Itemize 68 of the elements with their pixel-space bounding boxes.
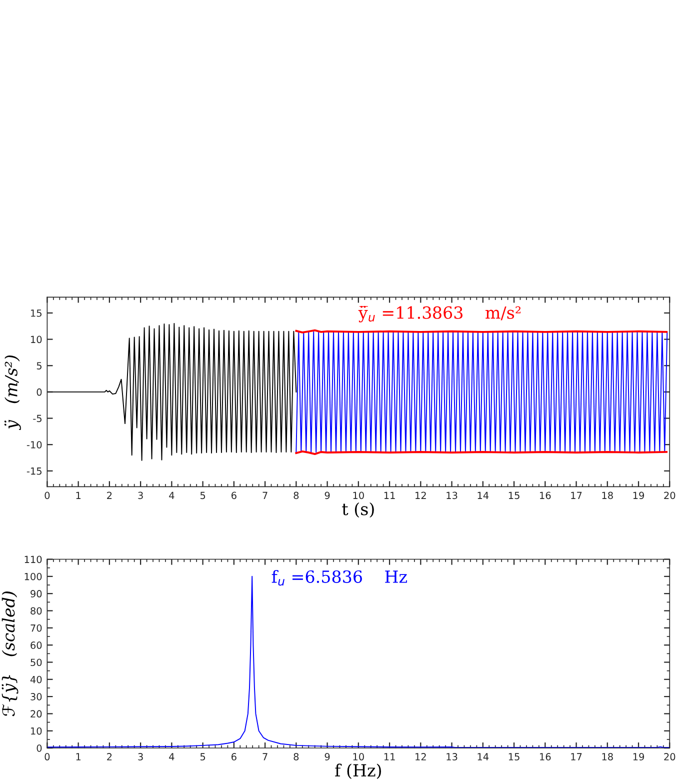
x-tick-label: 5 xyxy=(200,492,206,500)
annotation: f$_{u}$ =6.5836 Hz xyxy=(272,570,407,586)
y-tick-label: -5 xyxy=(33,414,42,422)
x-axis-title: f (Hz) xyxy=(335,764,381,779)
x-tick-label: 12 xyxy=(416,753,426,760)
y-axis-title: ÿ (m/s²) xyxy=(4,356,21,430)
x-tick-label: 14 xyxy=(478,753,489,760)
x-tick-label: 6 xyxy=(232,492,236,500)
x-tick-label: 9 xyxy=(324,492,330,500)
x-tick-label: 8 xyxy=(294,753,299,760)
x-tick-label: 3 xyxy=(138,753,143,760)
x-tick-label: 2 xyxy=(107,492,112,499)
x-tick-label: 0 xyxy=(44,492,50,500)
x-tick-label: 19 xyxy=(633,753,644,760)
x-tick-label: 16 xyxy=(540,492,551,500)
x-tick-label: 15 xyxy=(508,492,520,500)
x-axis-title: t (s) xyxy=(342,502,374,518)
x-tick-label: 10 xyxy=(353,492,364,500)
x-tick-label: 14 xyxy=(478,492,489,499)
x-tick-label: 6 xyxy=(232,753,236,760)
x-tick-label: 4 xyxy=(169,753,174,760)
y-tick-label: 30 xyxy=(30,693,42,700)
x-tick-label: 12 xyxy=(416,492,426,499)
x-tick-label: 3 xyxy=(138,492,143,500)
x-tick-label: 5 xyxy=(200,753,206,760)
x-tick-label: 13 xyxy=(446,753,458,760)
x-tick-label: 20 xyxy=(664,492,676,500)
x-tick-label: 1 xyxy=(76,492,81,499)
y-tick-label: 40 xyxy=(30,676,42,684)
x-tick-label: 11 xyxy=(384,492,395,499)
y-tick-label: 10 xyxy=(31,336,42,344)
x-tick-label: 7 xyxy=(262,492,268,499)
x-tick-label: 16 xyxy=(540,753,551,760)
y-tick-label: 10 xyxy=(31,727,42,735)
y-tick-label: -10 xyxy=(26,441,42,448)
x-tick-label: 17 xyxy=(571,753,582,760)
line-series xyxy=(47,323,297,461)
y-tick-label: 50 xyxy=(30,658,42,666)
x-tick-label: 0 xyxy=(44,753,50,760)
x-tick-label: 7 xyxy=(262,753,268,760)
x-tick-label: 1 xyxy=(76,753,81,760)
x-tick-label: 2 xyxy=(107,753,112,760)
y-tick-label: 90 xyxy=(30,590,42,598)
x-tick-label: 4 xyxy=(169,492,174,499)
y-tick-label: 20 xyxy=(30,710,42,718)
x-tick-label: 11 xyxy=(384,753,395,760)
x-tick-label: 18 xyxy=(602,753,613,760)
x-tick-label: 13 xyxy=(446,492,458,500)
y-tick-label: -15 xyxy=(26,468,42,475)
x-tick-label: 19 xyxy=(633,492,644,500)
x-tick-label: 20 xyxy=(664,753,676,760)
y-tick-label: 60 xyxy=(30,642,42,649)
y-tick-label: 100 xyxy=(24,572,42,580)
x-tick-label: 18 xyxy=(602,492,613,500)
y-tick-label: 5 xyxy=(36,362,42,370)
y-tick-label: 70 xyxy=(30,624,42,632)
x-tick-label: 15 xyxy=(508,753,520,760)
y-tick-label: 80 xyxy=(30,607,42,615)
x-tick-label: 10 xyxy=(353,753,364,760)
x-tick-label: 9 xyxy=(324,753,330,760)
y-tick-label: 110 xyxy=(24,556,42,564)
x-tick-label: 17 xyxy=(571,492,582,499)
y-tick-label: 0 xyxy=(36,388,42,396)
y-tick-label: 0 xyxy=(36,744,42,752)
y-tick-label: 15 xyxy=(31,310,42,317)
annotation: ÿ̅$_{u}$ =11.3863 m/s² xyxy=(358,306,521,322)
x-tick-label: 8 xyxy=(294,492,299,500)
y-axis-title: ℱ{ÿ} (scaled) xyxy=(2,592,18,716)
